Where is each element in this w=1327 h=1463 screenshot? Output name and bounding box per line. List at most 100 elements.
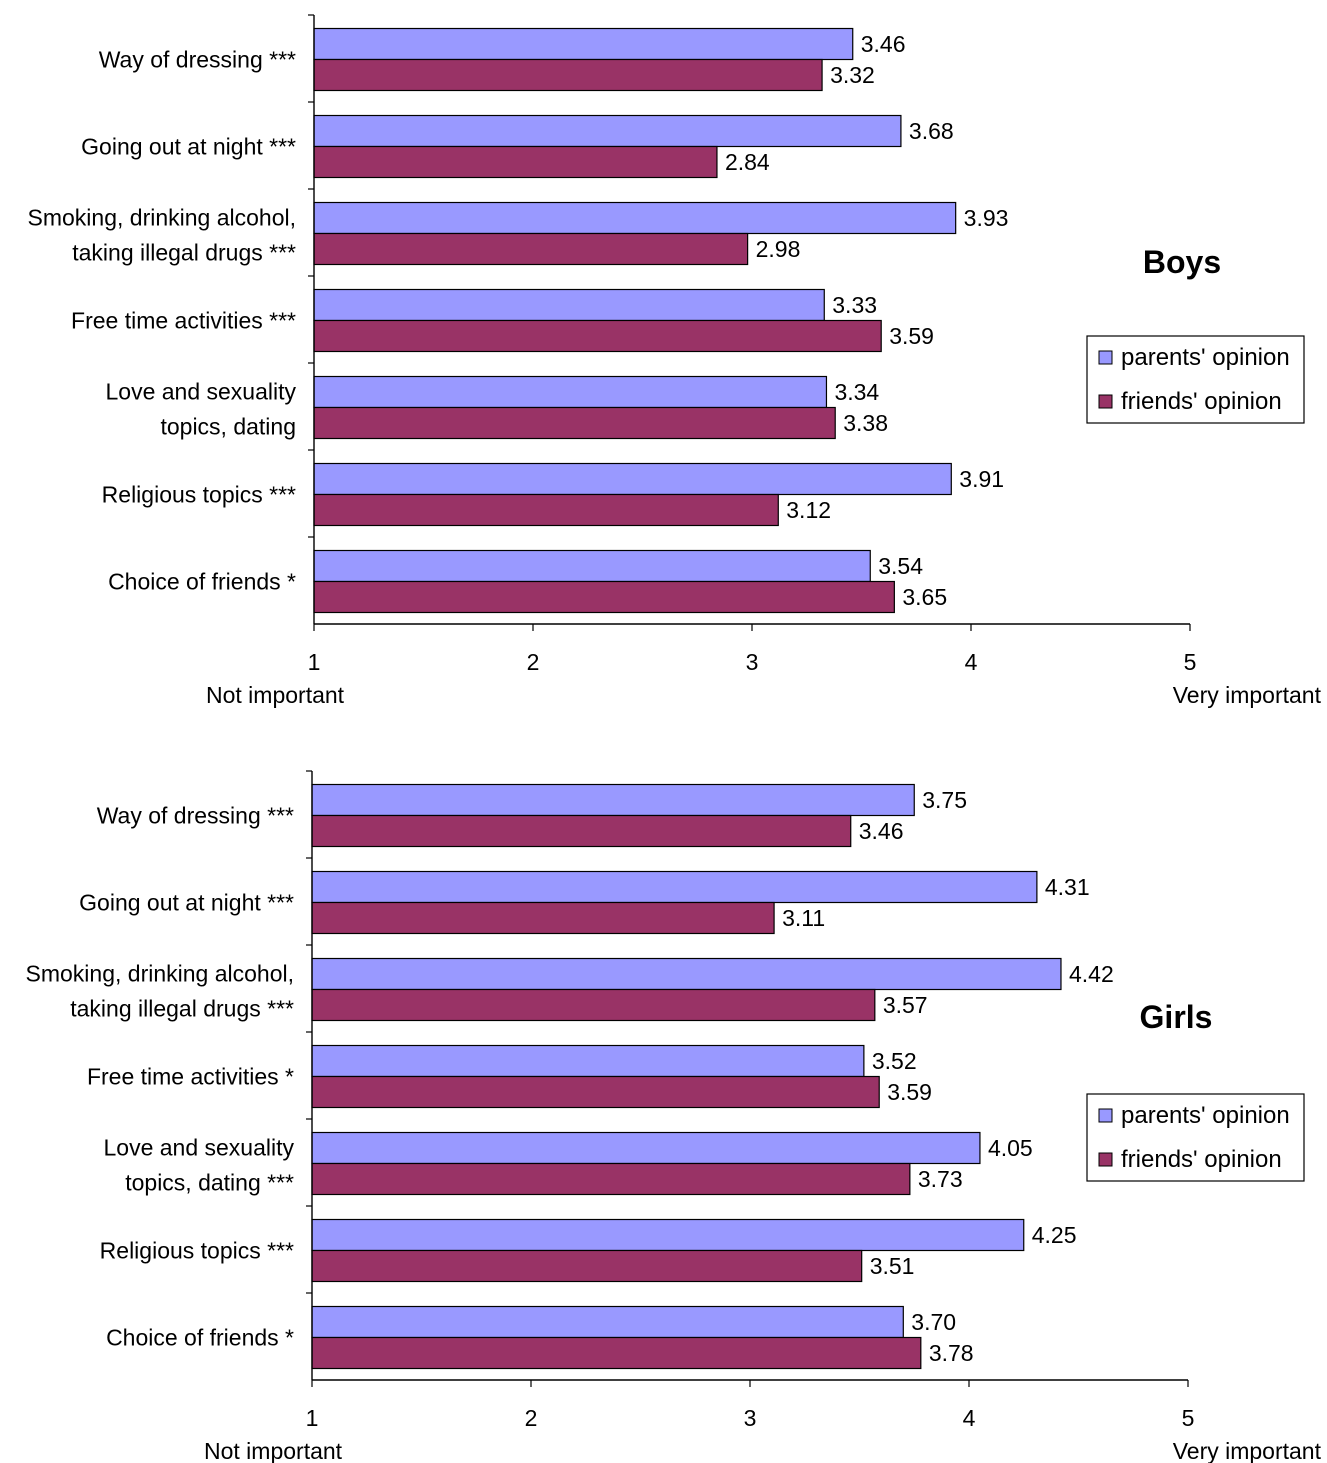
value-label: 2.84 — [725, 149, 770, 175]
x-tick-label: 5 — [1184, 649, 1197, 675]
value-label: 4.42 — [1069, 961, 1114, 987]
x-tick-label: 3 — [744, 1405, 757, 1431]
value-label: 3.51 — [870, 1253, 915, 1279]
bar-parents-0 — [313, 27, 854, 61]
bar-parents-2 — [313, 201, 957, 235]
category-label: Way of dressing *** — [97, 803, 294, 829]
value-label: 3.91 — [959, 466, 1004, 492]
bar-parents-1 — [313, 114, 902, 148]
legend-label: friends' opinion — [1121, 388, 1282, 415]
bar-parents-4 — [311, 1131, 981, 1165]
bar-parents-3 — [311, 1044, 865, 1078]
category-label: topics, dating *** — [125, 1170, 294, 1196]
category-label: topics, dating — [160, 414, 296, 440]
value-label: 3.93 — [964, 205, 1009, 231]
x-tick-label: 2 — [525, 1405, 538, 1431]
panel-title: Girls — [1140, 999, 1213, 1035]
x-tick-label: 3 — [746, 649, 759, 675]
value-label: 3.11 — [782, 905, 825, 931]
category-label: Free time activities *** — [71, 308, 296, 334]
category-label: Choice of friends * — [108, 569, 296, 595]
x-tick-label: 5 — [1182, 1405, 1195, 1431]
x-label-left: Not important — [206, 682, 345, 708]
legend-swatch — [1098, 1108, 1113, 1123]
bar-parents-3 — [313, 288, 825, 322]
category-label: Religious topics *** — [100, 1238, 294, 1264]
legend-label: parents' opinion — [1121, 344, 1290, 371]
value-label: 3.33 — [832, 292, 877, 318]
bar-friends-5 — [313, 493, 779, 527]
category-label: Religious topics *** — [102, 482, 296, 508]
value-label: 3.59 — [887, 1079, 932, 1105]
panel-boys: 3.46 3.32 Way of dressing *** 3.68 2.84 Going… — [28, 14, 1322, 708]
bar-friends-2 — [311, 988, 876, 1022]
value-label: 3.70 — [911, 1309, 956, 1335]
x-label-right: Very important — [1173, 682, 1322, 708]
legend-swatch — [1098, 394, 1113, 409]
bar-friends-3 — [313, 319, 882, 353]
value-label: 4.31 — [1045, 874, 1090, 900]
bar-friends-1 — [313, 145, 718, 179]
category-label: Going out at night *** — [81, 134, 296, 160]
bar-parents-1 — [311, 870, 1038, 904]
value-label: 3.73 — [918, 1166, 963, 1192]
value-label: 3.46 — [859, 818, 904, 844]
x-tick-label: 1 — [306, 1405, 319, 1431]
legend-swatch — [1098, 1152, 1113, 1167]
value-label: 3.34 — [834, 379, 879, 405]
bar-friends-0 — [311, 814, 852, 848]
legend-swatch — [1098, 350, 1113, 365]
panel-title: Boys — [1143, 244, 1221, 280]
legend: parents' opinion friends' opinion — [1086, 1093, 1305, 1182]
value-label: 4.25 — [1032, 1222, 1077, 1248]
value-label: 3.65 — [902, 584, 947, 610]
bar-parents-4 — [313, 375, 828, 409]
bar-friends-1 — [311, 901, 775, 935]
value-label: 3.54 — [878, 553, 923, 579]
value-label: 3.52 — [872, 1048, 917, 1074]
x-tick-label: 4 — [965, 649, 978, 675]
category-label: Love and sexuality — [105, 379, 296, 405]
value-label: 4.05 — [988, 1135, 1033, 1161]
bar-friends-2 — [313, 232, 749, 266]
category-label: Smoking, drinking alcohol, — [28, 205, 296, 231]
bar-friends-4 — [313, 406, 836, 440]
bar-parents-5 — [313, 462, 952, 496]
value-label: 3.12 — [786, 497, 831, 523]
value-label: 3.59 — [889, 323, 934, 349]
category-label: Choice of friends * — [106, 1325, 294, 1351]
category-label: Way of dressing *** — [99, 47, 296, 73]
bar-parents-2 — [311, 957, 1062, 991]
bar-friends-4 — [311, 1162, 911, 1196]
value-label: 3.32 — [830, 62, 875, 88]
panel-girls: 3.75 3.46 Way of dressing *** 4.31 3.11 Going… — [26, 770, 1322, 1463]
legend-label: friends' opinion — [1121, 1146, 1282, 1173]
value-label: 3.57 — [883, 992, 928, 1018]
bar-friends-6 — [311, 1336, 922, 1370]
value-label: 3.46 — [861, 31, 906, 57]
value-label: 3.78 — [929, 1340, 974, 1366]
bar-friends-6 — [313, 580, 895, 614]
legend: parents' opinion friends' opinion — [1086, 335, 1305, 424]
value-label: 3.68 — [909, 118, 954, 144]
x-label-left: Not important — [204, 1438, 343, 1463]
value-label: 3.38 — [843, 410, 888, 436]
category-label: Love and sexuality — [103, 1135, 294, 1161]
category-label: taking illegal drugs *** — [70, 996, 294, 1022]
bar-parents-6 — [311, 1305, 904, 1339]
legend-box — [1086, 1093, 1305, 1182]
x-tick-label: 2 — [527, 649, 540, 675]
x-tick-label: 1 — [308, 649, 321, 675]
category-label: Going out at night *** — [79, 890, 294, 916]
bar-parents-0 — [311, 783, 915, 817]
bar-parents-5 — [311, 1218, 1025, 1252]
x-label-right: Very important — [1173, 1438, 1322, 1463]
bar-friends-3 — [311, 1075, 880, 1109]
value-label: 3.75 — [922, 787, 967, 813]
category-label: Free time activities * — [87, 1064, 294, 1090]
legend-box — [1086, 335, 1305, 424]
bar-friends-5 — [311, 1249, 863, 1283]
bar-friends-0 — [313, 58, 823, 92]
legend-label: parents' opinion — [1121, 1102, 1290, 1129]
